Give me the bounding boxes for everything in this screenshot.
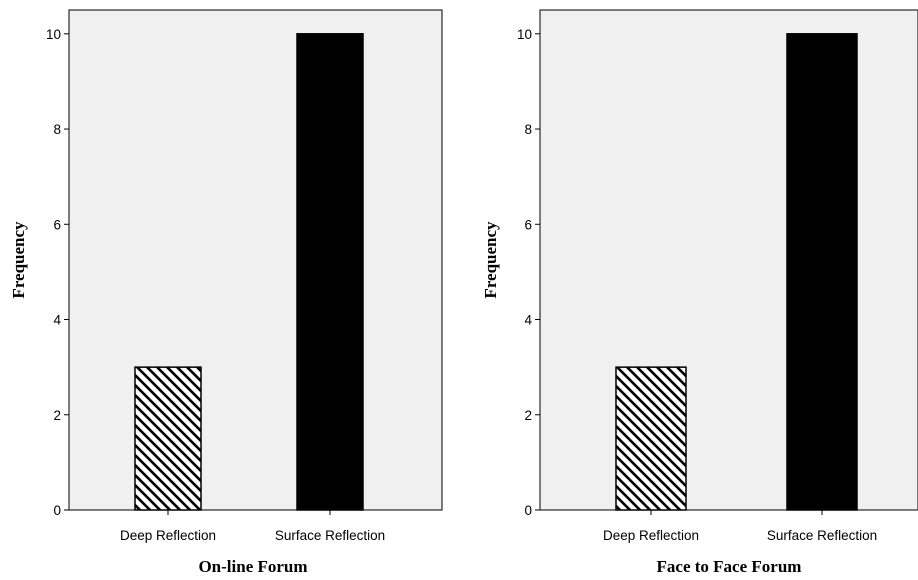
x-tick-labels: Deep Reflection Surface Reflection: [603, 510, 877, 543]
x-axis-title: Face to Face Forum: [657, 557, 802, 576]
x-tick-label: Deep Reflection: [603, 528, 699, 543]
bar-deep-reflection: [134, 366, 202, 511]
y-tick-label: 10: [517, 27, 532, 42]
y-tick-label: 6: [53, 217, 61, 232]
y-tick-label: 2: [53, 408, 61, 423]
y-axis-title: Frequency: [481, 221, 500, 299]
y-tick-label: 4: [53, 313, 61, 328]
bars: [615, 33, 858, 511]
y-axis-title: Frequency: [9, 221, 28, 299]
chart-face-to-face-forum: 0 2 4 6 8 10 Deep Reflection Surface Reflectio…: [481, 9, 918, 576]
x-tick-label: Deep Reflection: [120, 528, 216, 543]
plot-area: [68, 9, 443, 511]
x-axis-title: On-line Forum: [198, 557, 307, 576]
y-tick-label: 6: [524, 217, 532, 232]
x-tick-label: Surface Reflection: [767, 528, 877, 543]
y-tick-label: 4: [524, 313, 532, 328]
y-tick-label: 0: [524, 503, 532, 518]
bar-deep-reflection: [615, 366, 687, 511]
y-tick-label: 8: [53, 122, 61, 137]
y-ticks: 0 2 4 6 8 10: [46, 27, 69, 518]
y-tick-label: 10: [46, 27, 61, 42]
x-tick-labels: Deep Reflection Surface Reflection: [120, 510, 385, 543]
y-tick-label: 8: [524, 122, 532, 137]
bars: [134, 33, 364, 511]
y-tick-label: 0: [53, 503, 61, 518]
plot-area: [539, 9, 918, 511]
bar-surface-reflection: [786, 33, 858, 511]
chart-online-forum: 0 2 4 6 8 10 Deep Reflection Surface Reflectio…: [9, 9, 443, 576]
y-ticks: 0 2 4 6 8 10: [517, 27, 540, 518]
bar-surface-reflection: [296, 33, 364, 511]
y-tick-label: 2: [524, 408, 532, 423]
x-tick-label: Surface Reflection: [275, 528, 385, 543]
